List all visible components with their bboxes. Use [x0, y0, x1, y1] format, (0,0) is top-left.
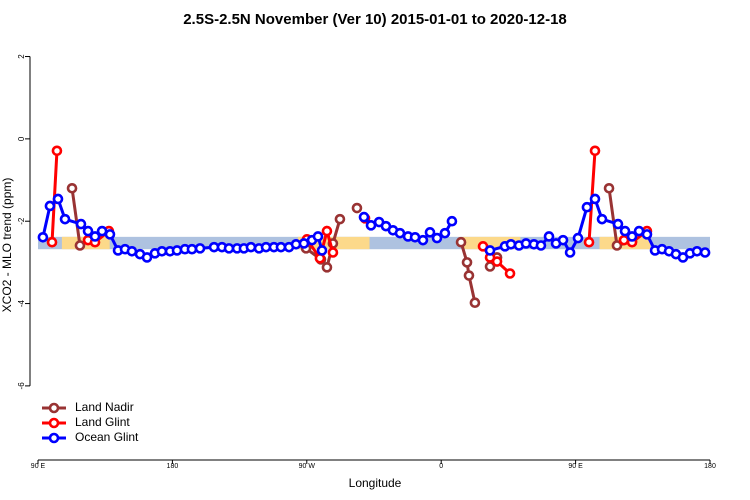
point [439, 227, 451, 239]
point [194, 243, 206, 254]
point [572, 232, 584, 244]
point [51, 145, 63, 157]
y-tick-label: -4 [17, 299, 26, 307]
point [89, 231, 101, 242]
legend-marker [48, 432, 60, 444]
point [505, 238, 517, 250]
point [461, 257, 473, 268]
point [245, 241, 257, 253]
legend-label: Land Glint [75, 415, 130, 429]
point [564, 247, 576, 258]
x-tick-label: 90 W [299, 463, 316, 470]
point [334, 213, 346, 225]
y-tick-label: -6 [17, 382, 26, 390]
point [504, 268, 516, 279]
legend-label: Ocean Glint [75, 430, 139, 444]
point [46, 236, 58, 248]
point [691, 245, 703, 257]
point [351, 202, 363, 214]
point [59, 213, 71, 225]
x-tick-label: 180 [704, 463, 716, 470]
point [535, 240, 547, 251]
point [581, 201, 593, 213]
point [491, 256, 503, 267]
point [619, 225, 631, 237]
point [321, 225, 333, 237]
point [603, 182, 615, 194]
point [641, 229, 653, 240]
point [74, 240, 86, 251]
point [424, 227, 436, 238]
point [141, 252, 153, 263]
point [316, 245, 328, 256]
y-axis-label: XCO2 - MLO trend (ppm) [0, 178, 14, 313]
point [66, 182, 78, 194]
x-axis-label: Longitude [349, 476, 402, 490]
x-tick-label: 180 [167, 463, 179, 470]
point [618, 234, 630, 246]
legend-marker [48, 417, 60, 429]
point [52, 193, 64, 205]
point [417, 234, 429, 246]
point [431, 232, 443, 244]
y-tick-label: -2 [17, 217, 26, 225]
point [37, 231, 49, 243]
point [583, 236, 595, 248]
point [484, 245, 496, 256]
point [469, 297, 481, 309]
point [589, 145, 601, 157]
point [104, 229, 116, 240]
point [699, 247, 711, 258]
x-tick-label: 90 E [568, 463, 583, 470]
point [312, 231, 324, 242]
point [543, 231, 555, 242]
y-tick-label: 0 [17, 136, 26, 141]
legend-marker [48, 402, 60, 414]
point [82, 225, 94, 237]
point [358, 211, 370, 223]
point [612, 218, 624, 230]
point [463, 270, 475, 281]
point [446, 215, 458, 227]
point [321, 262, 333, 273]
point [186, 243, 198, 255]
point [596, 213, 608, 225]
point [611, 240, 623, 251]
point [44, 200, 56, 212]
point [75, 218, 87, 230]
x-tick-label: 90 E [31, 463, 46, 470]
chart-title: 2.5S-2.5N November (Ver 10) 2015-01-01 t… [183, 11, 567, 28]
point [557, 234, 569, 246]
point [327, 247, 339, 258]
point [589, 193, 601, 205]
legend-label: Land Nadir [75, 400, 134, 414]
x-tick-label: 0 [439, 463, 443, 470]
y-tick-label: 2 [17, 54, 26, 59]
point [455, 236, 467, 248]
point [626, 231, 638, 242]
